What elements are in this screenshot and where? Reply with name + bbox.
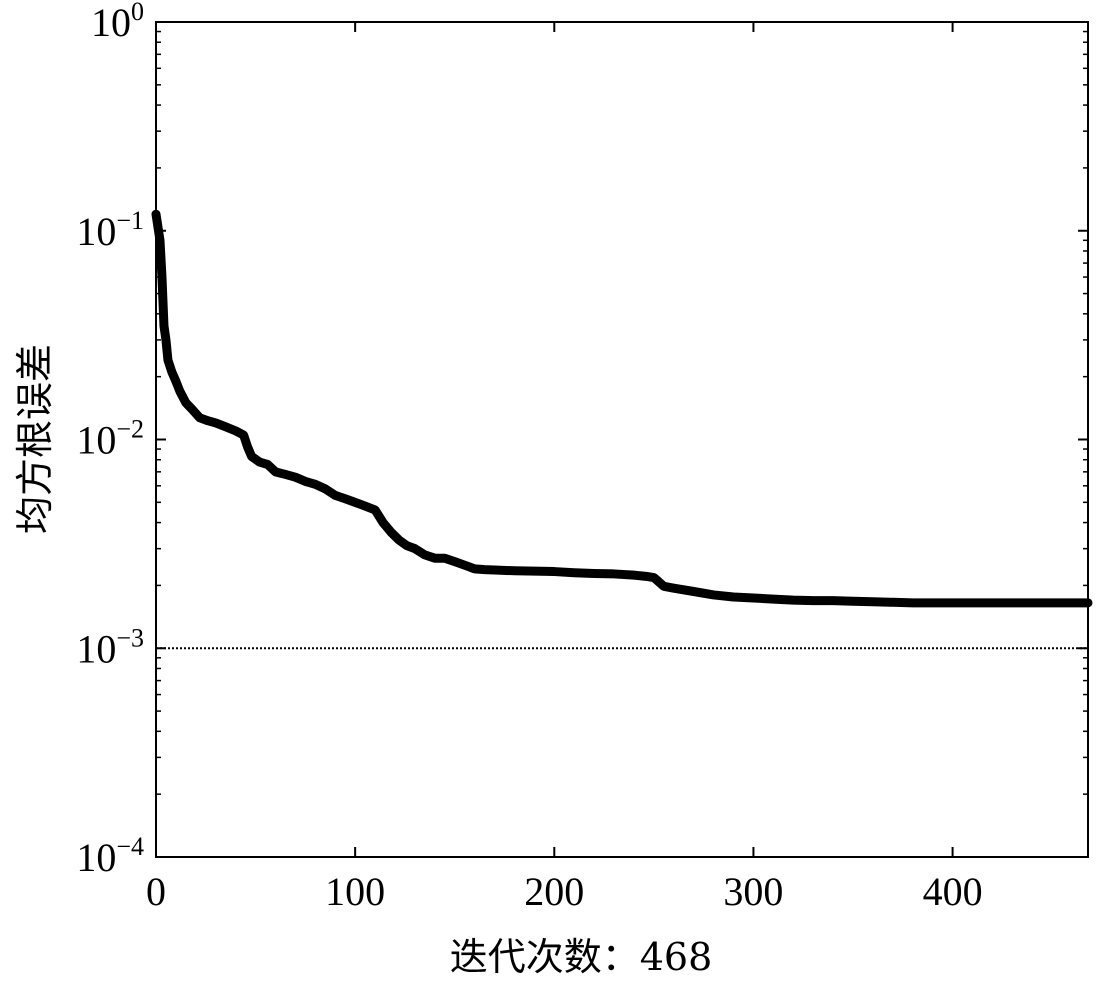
data-point bbox=[533, 570, 535, 572]
data-point bbox=[284, 473, 286, 475]
data-point bbox=[1031, 602, 1033, 604]
data-point bbox=[812, 600, 814, 602]
y-tick-label: 100 bbox=[91, 0, 144, 45]
data-point bbox=[657, 580, 659, 582]
data-point bbox=[251, 455, 253, 457]
data-point bbox=[243, 434, 245, 436]
data-point bbox=[713, 594, 715, 596]
data-point bbox=[912, 602, 914, 604]
data-point bbox=[354, 501, 356, 503]
data-point bbox=[406, 545, 408, 547]
data-point bbox=[374, 509, 376, 511]
plot-frame bbox=[155, 21, 1089, 858]
series-line bbox=[151, 209, 1093, 608]
data-point bbox=[633, 574, 635, 576]
data-point bbox=[199, 417, 201, 419]
data-point bbox=[159, 239, 161, 241]
data-point bbox=[161, 276, 163, 278]
data-point bbox=[175, 380, 177, 382]
data-point bbox=[167, 359, 169, 361]
data-point bbox=[484, 569, 486, 571]
data-point bbox=[593, 573, 595, 575]
x-tick-label: 100 bbox=[325, 869, 385, 914]
x-tick-label: 300 bbox=[723, 869, 783, 914]
ticks-layer bbox=[155, 21, 1088, 858]
data-point bbox=[304, 480, 306, 482]
data-point bbox=[267, 463, 269, 465]
data-point bbox=[414, 548, 416, 550]
data-point bbox=[553, 571, 555, 573]
data-point bbox=[364, 505, 366, 507]
y-tick-label: 10−2 bbox=[76, 415, 144, 463]
data-point bbox=[171, 371, 173, 373]
data-point bbox=[191, 408, 193, 410]
y-tick-label: 10−3 bbox=[76, 623, 144, 671]
data-point bbox=[390, 531, 392, 533]
data-point bbox=[653, 577, 655, 579]
data-point bbox=[434, 557, 436, 559]
data-point bbox=[225, 426, 227, 428]
data-point bbox=[663, 585, 665, 587]
y-axis-label: 均方根误差 bbox=[13, 344, 57, 534]
y-tick-label: 10−4 bbox=[76, 832, 144, 880]
data-point bbox=[693, 591, 695, 593]
data-point bbox=[215, 422, 217, 424]
x-tick-label: 200 bbox=[524, 869, 584, 914]
data-point bbox=[179, 390, 181, 392]
data-point bbox=[207, 420, 209, 422]
data-point bbox=[155, 213, 157, 215]
data-point bbox=[573, 572, 575, 574]
data-point bbox=[259, 461, 261, 463]
data-point bbox=[892, 601, 894, 603]
data-point bbox=[314, 483, 316, 485]
data-point bbox=[645, 575, 647, 577]
x-tick-label: 0 bbox=[146, 869, 166, 914]
data-point bbox=[235, 430, 237, 432]
data-point bbox=[247, 446, 249, 448]
data-point bbox=[673, 587, 675, 589]
tick-labels-layer: 0 100 200 300 400 100 10−1 10−2 10−3 10−4 bbox=[76, 0, 982, 914]
data-point bbox=[733, 596, 735, 598]
data-point bbox=[444, 557, 446, 559]
data-point bbox=[163, 325, 165, 327]
data-point bbox=[772, 598, 774, 600]
data-point bbox=[613, 573, 615, 575]
data-points-layer bbox=[155, 213, 1089, 604]
data-point bbox=[832, 600, 834, 602]
x-tick-label: 400 bbox=[923, 869, 983, 914]
data-point bbox=[752, 597, 754, 599]
data-point bbox=[792, 599, 794, 601]
data-point bbox=[294, 476, 296, 478]
x-axis-label: 迭代次数：468 bbox=[450, 935, 713, 979]
data-point bbox=[952, 602, 954, 604]
y-tick-label: 10−1 bbox=[76, 206, 144, 254]
data-point bbox=[185, 402, 187, 404]
data-point bbox=[464, 564, 466, 566]
data-point bbox=[382, 522, 384, 524]
data-point bbox=[324, 488, 326, 490]
data-point bbox=[494, 569, 496, 571]
data-point bbox=[991, 602, 993, 604]
data-point bbox=[165, 339, 167, 341]
data-point bbox=[424, 554, 426, 556]
data-point bbox=[1087, 602, 1089, 604]
data-point bbox=[398, 539, 400, 541]
data-point bbox=[513, 570, 515, 572]
data-point bbox=[474, 568, 476, 570]
data-point bbox=[334, 494, 336, 496]
data-point bbox=[852, 600, 854, 602]
data-point bbox=[274, 471, 276, 473]
data-point bbox=[872, 601, 874, 603]
data-point bbox=[344, 498, 346, 500]
data-point bbox=[454, 561, 456, 563]
